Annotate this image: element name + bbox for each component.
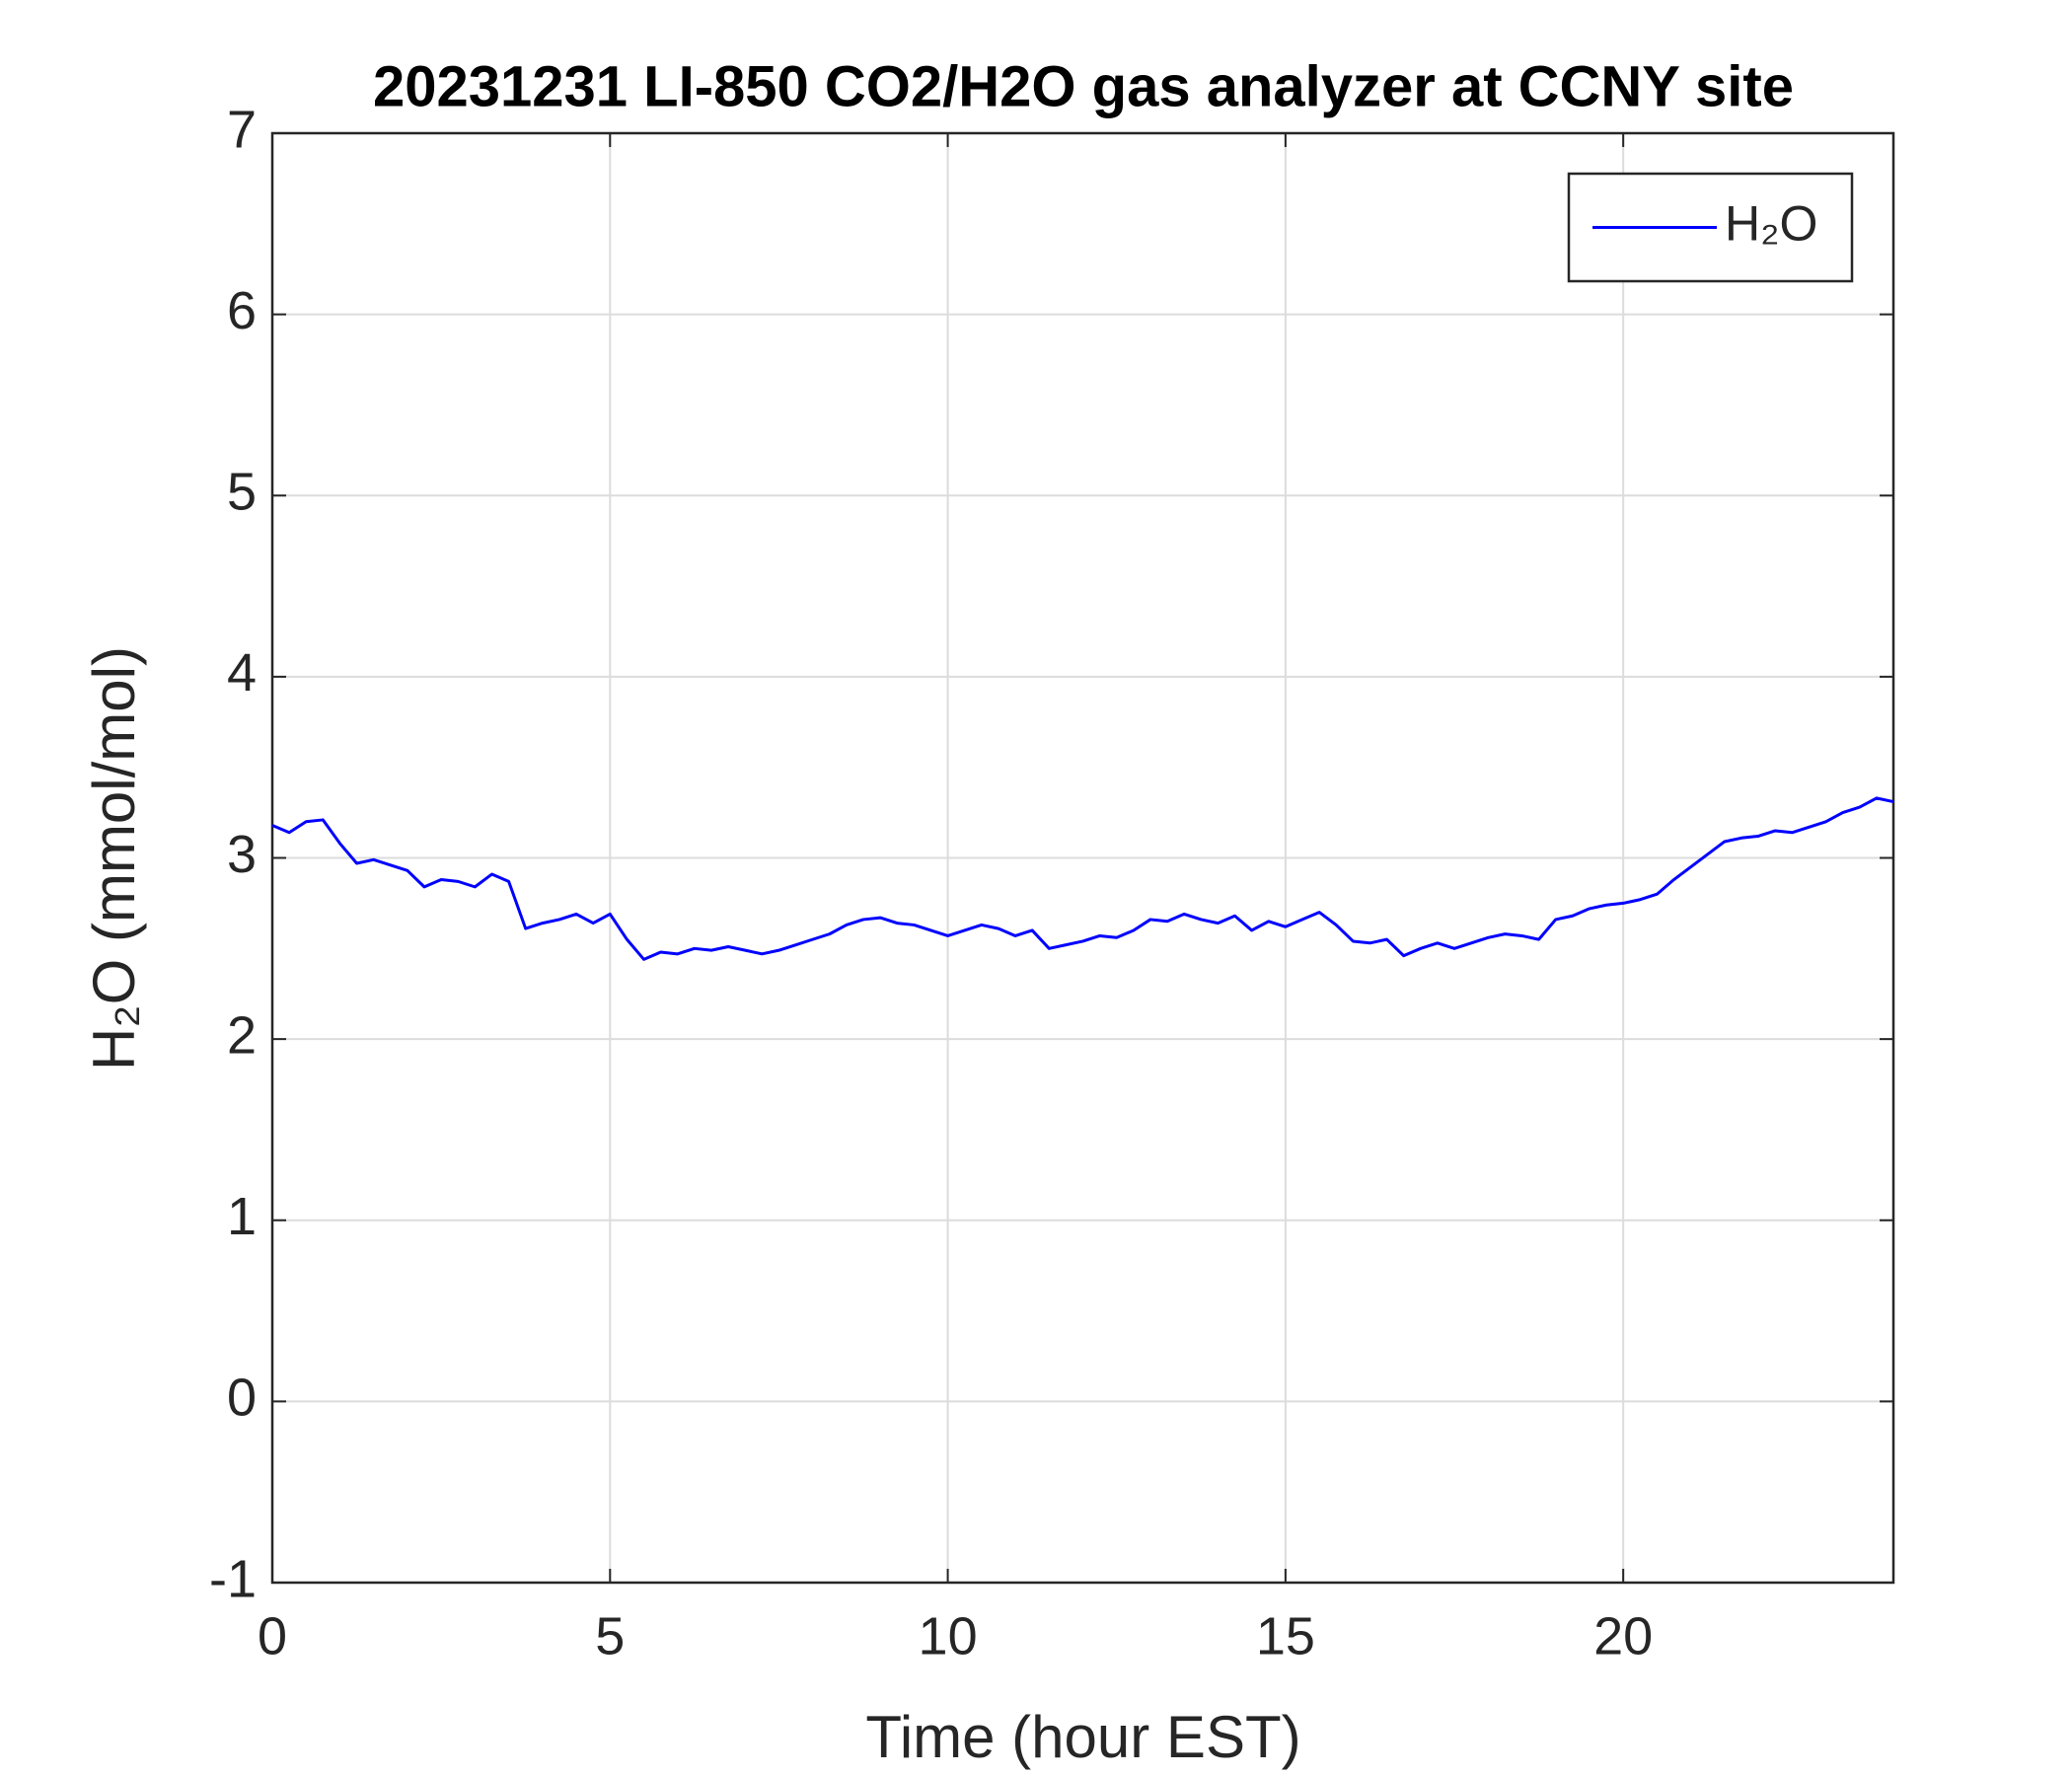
legend-label: H₂O (1725, 196, 1817, 252)
y-tick-label: 2 (227, 1005, 257, 1065)
y-axis-label: H₂O (mmol/mol) (81, 646, 147, 1071)
x-tick-label: 0 (258, 1606, 287, 1665)
x-tick-label: 20 (1593, 1606, 1653, 1665)
plot-frame (270, 131, 1895, 1585)
x-tick-label: 5 (595, 1606, 625, 1665)
x-tick-label: 10 (919, 1606, 978, 1665)
y-tick-label: 0 (227, 1369, 257, 1428)
y-tick-label: 7 (227, 100, 257, 159)
y-tick-label: -1 (209, 1549, 257, 1608)
y-tick-label: 1 (227, 1187, 257, 1246)
chart-title: 20231231 LI-850 CO2/H2O gas analyzer at … (373, 54, 1794, 118)
y-tick-label: 3 (227, 825, 257, 884)
y-tick-label: 5 (227, 463, 257, 522)
data-line (271, 796, 1894, 961)
y-tick-label: 6 (227, 281, 257, 340)
x-tick-label: 15 (1256, 1606, 1315, 1665)
y-tick-label: 4 (227, 643, 257, 703)
x-axis-label: Time (hour EST) (865, 1704, 1300, 1770)
